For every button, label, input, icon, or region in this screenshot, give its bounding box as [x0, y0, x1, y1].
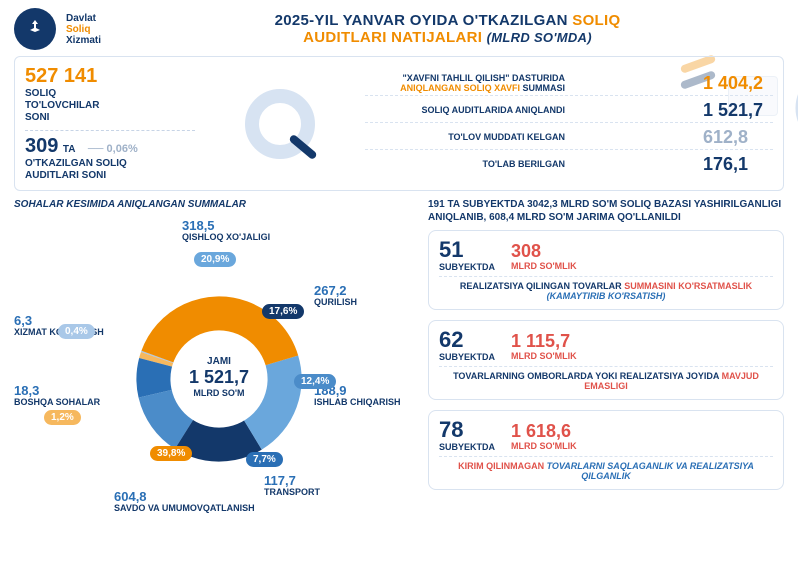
card-value: 1 115,7MLRD SO'MLIK: [511, 331, 577, 361]
sectors-column: SOHALAR KESIMIDA ANIQLANGAN SUMMALAR JAM…: [14, 199, 414, 534]
logo-text: Davlat Soliq Xizmati: [66, 13, 101, 46]
metric-label: TO'LAB BERILGAN: [365, 159, 565, 169]
audits-value: 309: [25, 135, 58, 157]
top-left-stats: 527 141 SOLIQ TO'LOVCHILAR SONI 309 TA ─…: [25, 65, 195, 182]
logo-line2: Soliq: [66, 24, 101, 35]
findings-column: 191 TA SUBYEKTDA 3042,3 MLRD SO'M SOLIQ …: [428, 199, 784, 534]
sector-label: 604,8SAVDO VA UMUMOVQATLANISH: [114, 490, 255, 514]
audits-row: 309 TA ── 0,06%: [25, 135, 195, 158]
title-sub: (MLRD SO'MDA): [487, 30, 592, 45]
sector-pct-badge: 1,2%: [44, 410, 81, 425]
card-value: 1 618,6MLRD SO'MLIK: [511, 421, 577, 451]
metric-value: 1 404,2: [703, 73, 773, 94]
card-header: 62SUBYEKTDA 1 115,7MLRD SO'MLIK: [439, 327, 773, 367]
sector-label: 117,7TRANSPORT: [264, 474, 320, 498]
title-line1b: SOLIQ: [572, 12, 620, 29]
metric-label: SOLIQ AUDITLARIDA ANIQLANDI: [365, 105, 565, 115]
metric-label: TO'LOV MUDDATI KELGAN: [365, 132, 565, 142]
top-right-metrics: "XAVFNI TAHLIL QILISH" DASTURIDA ANIQLAN…: [365, 72, 773, 176]
sector-pct-badge: 17,6%: [262, 304, 304, 319]
card-value: 308MLRD SO'MLIK: [511, 241, 577, 271]
audits-ta: TA: [63, 144, 76, 155]
metric-value: 176,1: [703, 154, 773, 175]
card-count: 78SUBYEKTDA: [439, 417, 495, 452]
metric-label: "XAVFNI TAHLIL QILISH" DASTURIDA ANIQLAN…: [365, 73, 565, 94]
sector-pct-badge: 20,9%: [194, 252, 236, 267]
metric-value: 1 521,7: [703, 100, 773, 121]
eagle-icon: [23, 17, 47, 41]
metric-row: "XAVFNI TAHLIL QILISH" DASTURIDA ANIQLAN…: [365, 72, 773, 96]
audits-pct: 0,06%: [107, 143, 138, 155]
metric-row: TO'LAB BERILGAN 176,1: [365, 153, 773, 176]
magnifier-icon: [245, 89, 315, 159]
sector-pct-badge: 12,4%: [294, 374, 336, 389]
lower-section: SOHALAR KESIMIDA ANIQLANGAN SUMMALAR JAM…: [14, 199, 784, 534]
finding-card: 78SUBYEKTDA 1 618,6MLRD SO'MLIK KIRIM QILI…: [428, 410, 784, 490]
divider: [25, 130, 195, 131]
sector-pct-badge: 7,7%: [246, 452, 283, 467]
card-desc: TOVARLARNING OMBORLARDA YOKI REALIZATSIY…: [439, 371, 773, 391]
metric-row: SOLIQ AUDITLARIDA ANIQLANDI 1 521,7: [365, 99, 773, 123]
findings-cards: 51SUBYEKTDA 308MLRD SO'MLIK REALIZATSIYA Q…: [428, 230, 784, 490]
logo-line1: Davlat: [66, 13, 101, 24]
finding-card: 62SUBYEKTDA 1 115,7MLRD SO'MLIK TOVARLARNI…: [428, 320, 784, 400]
header: Davlat Soliq Xizmati 2025-YIL YANVAR OYI…: [14, 8, 784, 50]
title-line2: AUDITLARI NATIJALARI: [303, 29, 482, 46]
infographic-page: Davlat Soliq Xizmati 2025-YIL YANVAR OYI…: [0, 0, 798, 561]
card-desc: REALIZATSIYA QILINGAN TOVARLAR SUMMASINI…: [439, 281, 773, 301]
paid-pct-donut: 28,7%: [791, 63, 798, 153]
card-desc: KIRIM QILINMAGAN TOVARLARNI SAQLAGANLIK …: [439, 461, 773, 481]
title-line1a: 2025-YIL YANVAR OYIDA O'TKAZILGAN: [275, 12, 573, 29]
audits-label: O'TKAZILGAN SOLIQ AUDITLARI SONI: [25, 158, 195, 182]
card-header: 78SUBYEKTDA 1 618,6MLRD SO'MLIK: [439, 417, 773, 457]
logo-line3: Xizmati: [66, 35, 101, 46]
donut-total-unit: MLRD SO'M: [169, 388, 269, 398]
donut-center: JAMI 1 521,7 MLRD SO'M: [169, 356, 269, 398]
metric-value: 612,8: [703, 127, 773, 148]
card-count: 62SUBYEKTDA: [439, 327, 495, 362]
finding-card: 51SUBYEKTDA 308MLRD SO'MLIK REALIZATSIYA Q…: [428, 230, 784, 310]
logo-emblem: [14, 8, 56, 50]
sector-label: 18,3BOSHQA SOHALAR: [14, 384, 100, 408]
magnifier-illustration: [205, 89, 355, 159]
donut-total-label: JAMI: [169, 356, 269, 367]
sectors-title: SOHALAR KESIMIDA ANIQLANGAN SUMMALAR: [14, 199, 414, 210]
card-count: 51SUBYEKTDA: [439, 237, 495, 272]
sectors-donut-area: JAMI 1 521,7 MLRD SO'M 318,5QISHLOQ XO'J…: [14, 214, 414, 534]
sector-label: 318,5QISHLOQ XO'JALIGI: [182, 219, 270, 243]
mini-donut-chart: [791, 63, 798, 153]
taxpayers-value: 527 141: [25, 65, 195, 88]
sector-label: 267,2QURILISH: [314, 284, 357, 308]
donut-total-value: 1 521,7: [169, 367, 269, 388]
sector-pct-badge: 39,8%: [150, 446, 192, 461]
top-summary-box: 527 141 SOLIQ TO'LOVCHILAR SONI 309 TA ─…: [14, 56, 784, 191]
page-title: 2025-YIL YANVAR OYIDA O'TKAZILGAN SOLIQ …: [111, 12, 784, 46]
sector-pct-badge: 0,4%: [58, 324, 95, 339]
card-header: 51SUBYEKTDA 308MLRD SO'MLIK: [439, 237, 773, 277]
taxpayers-label: SOLIQ TO'LOVCHILAR SONI: [25, 88, 195, 124]
findings-title: 191 TA SUBYEKTDA 3042,3 MLRD SO'M SOLIQ …: [428, 199, 784, 224]
metric-row: TO'LOV MUDDATI KELGAN 612,8: [365, 126, 773, 150]
